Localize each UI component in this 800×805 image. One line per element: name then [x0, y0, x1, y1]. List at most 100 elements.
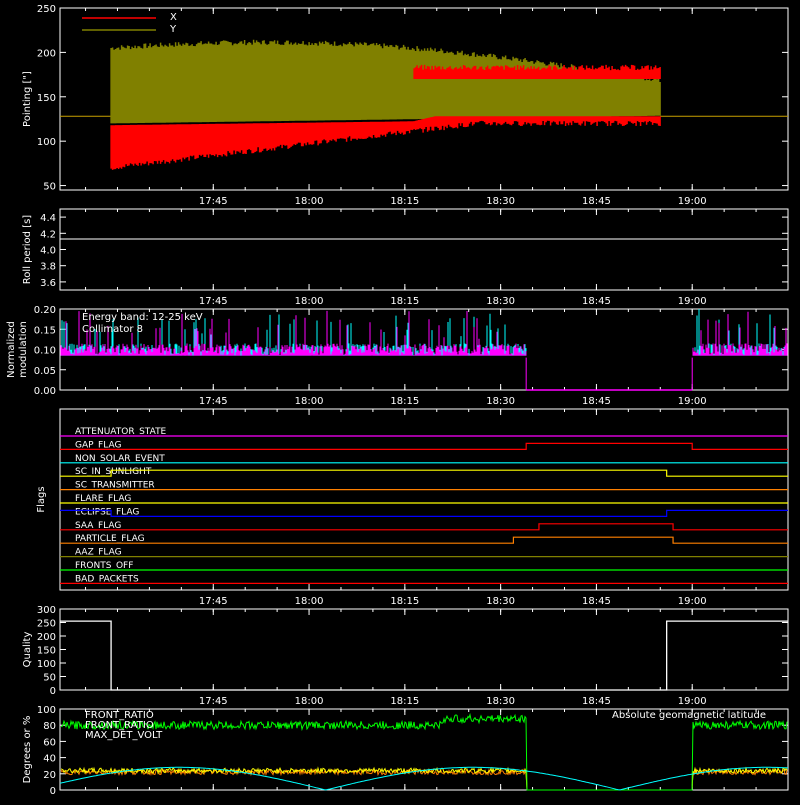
flags-ylabel: Flags: [36, 486, 47, 512]
flag-line: [60, 509, 788, 517]
flag-label: SC_TRANSMITTER: [75, 481, 155, 491]
ratios-ytick-label: 80: [43, 721, 56, 732]
series-Y: [110, 39, 661, 124]
modulation-ylabel: Normalized: [6, 321, 17, 378]
ratios-ytick-label: 0: [50, 786, 56, 797]
time-tick-label: 19:00: [678, 296, 707, 307]
flag-label: BAD_PACKETS: [75, 574, 139, 584]
quality-ytick-label: 100: [37, 659, 56, 670]
flags-frame: [59, 408, 789, 591]
time-tick-label: 18:45: [582, 296, 611, 307]
pointing-ytick-label: 250: [37, 4, 56, 15]
quality-ytick-label: 50: [43, 673, 56, 684]
time-tick-label: 19:00: [678, 596, 707, 607]
quality-ytick-label: 200: [37, 632, 56, 643]
modulation-legend-collimator: Collimator 8: [82, 324, 143, 335]
time-tick-label: 17:45: [199, 696, 228, 707]
flag-label: FRONTS_OFF: [75, 561, 133, 571]
time-tick-label: 18:00: [295, 696, 324, 707]
time-tick-label: 18:30: [486, 296, 515, 307]
flag-label: ECLIPSE_FLAG: [75, 507, 139, 517]
ratios-legend-label: Absolute geomagnetic latitude: [612, 710, 766, 721]
flag-label: GAP_FLAG: [75, 440, 121, 450]
ratios-ytick-label: 20: [43, 770, 56, 781]
time-tick-label: 18:30: [486, 196, 515, 207]
flag-label: SAA_FLAG: [75, 521, 121, 531]
roll-ytick-label: 4.4: [40, 213, 56, 224]
time-tick-label: 18:45: [582, 596, 611, 607]
time-tick-label: 18:00: [295, 296, 324, 307]
time-tick-label: 17:45: [199, 396, 228, 407]
roll-ytick-label: 4.2: [40, 229, 56, 240]
time-tick-label: 18:15: [390, 696, 419, 707]
quality-ytick-label: 300: [37, 605, 56, 616]
pointing-ytick-label: 50: [43, 182, 56, 193]
flag-line: [60, 536, 788, 544]
modulation-ytick-label: 0.05: [34, 366, 56, 377]
time-tick-label: 18:15: [390, 296, 419, 307]
ratios-legend-label: FRONT_RATIO: [85, 720, 154, 731]
ratios-legend-label: FRONT_RATIO: [85, 710, 154, 721]
modulation-series-1: [60, 310, 788, 356]
series-X: [110, 64, 661, 170]
ratios-series-2: [60, 712, 788, 791]
quality-ytick-label: 250: [37, 619, 56, 630]
flag-label: NON_SOLAR_EVENT: [75, 454, 165, 464]
ratios-frame: [59, 708, 789, 791]
ratios-ytick-label: 60: [43, 737, 56, 748]
modulation-ytick-label: 0.15: [34, 325, 56, 336]
time-tick-label: 18:15: [390, 196, 419, 207]
pointing-ytick-label: 100: [37, 137, 56, 148]
modulation-ylabel: modulation: [18, 321, 29, 378]
time-tick-label: 18:45: [582, 396, 611, 407]
time-tick-label: 17:45: [199, 596, 228, 607]
time-tick-label: 18:30: [486, 696, 515, 707]
time-tick-label: 19:00: [678, 396, 707, 407]
flag-line: [60, 442, 788, 450]
ratios-ytick-label: 100: [37, 705, 56, 716]
pointing-ytick-label: 200: [37, 48, 56, 59]
time-tick-label: 18:30: [486, 396, 515, 407]
flag-line: [60, 523, 788, 531]
time-tick-label: 18:30: [486, 596, 515, 607]
roll-ylabel: Roll period [s]: [22, 215, 33, 284]
time-tick-label: 18:00: [295, 396, 324, 407]
time-tick-label: 19:00: [678, 696, 707, 707]
quality-line: [60, 620, 788, 691]
legend-label-Y: Y: [169, 24, 177, 35]
pointing-frame: [59, 7, 789, 191]
time-tick-label: 18:45: [582, 196, 611, 207]
modulation-ytick-label: 0.00: [34, 386, 56, 397]
ratios-ytick-label: 40: [43, 754, 56, 765]
ratios-ylabel: Degrees or %: [22, 716, 33, 784]
flag-label: ATTENUATOR_STATE: [75, 427, 167, 437]
time-tick-label: 18:00: [295, 196, 324, 207]
roll-ytick-label: 3.8: [40, 262, 56, 273]
flag-label: AAZ_FLAG: [75, 548, 122, 558]
flag-label: FLARE_FLAG: [75, 494, 131, 504]
modulation-legend-energy: Energy band: 12-25 keV: [82, 312, 203, 323]
series-geomagnetic-latitude: [59, 766, 789, 791]
quality-ylabel: Quality: [22, 632, 33, 668]
modulation-ytick-label: 0.20: [34, 305, 56, 316]
legend-label-X: X: [170, 12, 177, 23]
time-tick-label: 18:00: [295, 596, 324, 607]
time-tick-label: 18:45: [582, 696, 611, 707]
time-tick-label: 18:15: [390, 396, 419, 407]
quality-ytick-label: 150: [37, 646, 56, 657]
roll-ytick-label: 3.6: [40, 278, 56, 289]
pointing-ytick-label: 150: [37, 93, 56, 104]
roll-ytick-label: 4.0: [40, 246, 56, 257]
modulation-ytick-label: 0.10: [34, 346, 56, 357]
flag-label: SC_IN_SUNLIGHT: [75, 467, 152, 477]
pointing-ylabel: Pointing ["]: [22, 71, 33, 127]
time-tick-label: 19:00: [678, 196, 707, 207]
time-tick-label: 17:45: [199, 196, 228, 207]
time-tick-label: 17:45: [199, 296, 228, 307]
time-tick-label: 18:15: [390, 596, 419, 607]
ratios-legend-label: MAX_DET_VOLT: [85, 730, 163, 741]
flag-label: PARTICLE_FLAG: [75, 534, 145, 544]
flag-line: [60, 469, 788, 477]
